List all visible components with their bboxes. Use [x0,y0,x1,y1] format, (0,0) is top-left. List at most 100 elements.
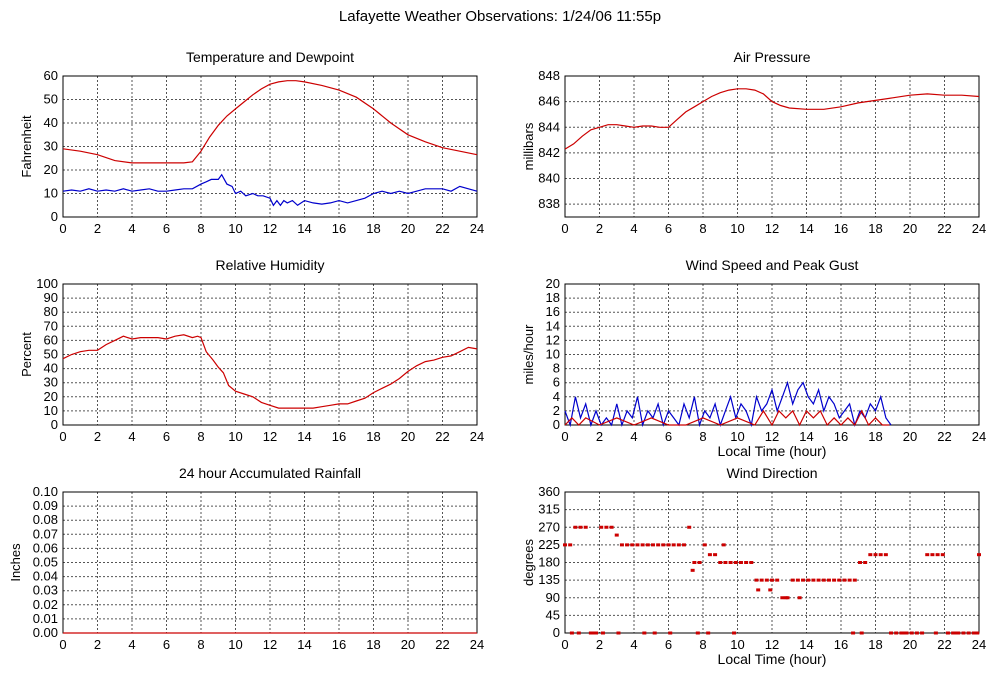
x-tick-label: 12 [765,637,779,652]
y-tick-label: 70 [44,318,58,333]
data-point [961,631,966,635]
data-point [954,631,959,635]
x-tick-label: 14 [297,429,311,444]
y-tick-label: 6 [553,375,560,390]
x-tick-label: 6 [163,429,170,444]
data-point [695,631,700,635]
data-point [759,578,764,582]
data-point [945,631,950,635]
data-point [806,578,811,582]
data-point [770,578,774,582]
pressure-y-axis-label: millibars [521,122,536,170]
x-tick-label: 10 [730,221,744,236]
data-point [738,561,743,564]
direction-y-axis-label: degrees [521,539,536,586]
x-tick-label: 0 [59,429,66,444]
y-tick-label: 0.07 [33,526,58,541]
x-tick-label: 18 [868,637,882,652]
y-tick-label: 8 [553,361,560,376]
y-tick-label: 10 [44,186,58,201]
x-tick-label: 0 [59,221,66,236]
data-point [671,543,676,547]
data-point [851,631,856,635]
humidity-plot-frame [62,283,478,426]
x-tick-label: 2 [596,429,603,444]
x-tick-label: 18 [366,637,380,652]
x-tick-label: 8 [699,637,706,652]
x-tick-label: 2 [596,637,603,652]
y-tick-label: 0 [553,417,560,432]
data-point [852,578,857,582]
x-tick-label: 20 [903,429,917,444]
x-tick-label: 22 [435,637,449,652]
data-point [857,561,862,564]
x-tick-label: 22 [937,637,951,652]
y-tick-label: 18 [546,290,560,305]
temp-series-line-0 [62,80,478,164]
x-tick-label: 22 [435,429,449,444]
data-point [811,578,816,582]
data-point [630,543,635,547]
temp-title: Temperature and Dewpoint [186,49,354,65]
x-tick-label: 16 [332,637,346,652]
data-point [775,578,780,582]
data-point [676,543,681,547]
y-tick-label: 180 [538,555,560,570]
y-tick-label: 40 [44,361,58,376]
data-point [951,631,956,635]
x-tick-label: 12 [765,221,779,236]
data-point [801,578,806,582]
wind-y-axis-label: miles/hour [521,324,536,385]
y-tick-label: 135 [538,572,560,587]
data-point [935,553,940,557]
y-tick-label: 60 [44,68,58,83]
x-tick-label: 4 [128,637,135,652]
x-tick-label: 12 [765,429,779,444]
data-point [797,596,802,600]
x-tick-label: 8 [699,221,706,236]
data-point [859,631,864,635]
x-tick-label: 4 [630,637,637,652]
data-point [573,525,578,529]
y-tick-label: 842 [538,145,560,160]
x-tick-label: 16 [834,221,848,236]
data-point [723,561,728,564]
data-point [697,561,702,564]
x-tick-label: 12 [263,429,277,444]
data-point [909,631,914,635]
data-point [894,631,899,635]
data-point [847,578,852,582]
x-tick-label: 22 [435,221,449,236]
data-point [721,543,726,547]
direction-x-axis-label: Local Time (hour) [718,651,827,667]
x-tick-label: 24 [972,221,986,236]
data-point [563,543,567,547]
data-point [795,578,800,582]
y-tick-label: 0.00 [33,625,58,640]
x-tick-label: 10 [228,221,242,236]
humidity-series-line-0 [62,334,478,409]
data-point [754,578,759,582]
pressure-title: Air Pressure [733,49,810,65]
x-tick-label: 0 [59,637,66,652]
y-tick-label: 2 [553,403,560,418]
data-point [837,578,842,582]
data-point [707,553,712,557]
data-point [883,553,888,557]
x-tick-label: 2 [94,637,101,652]
data-point [568,543,573,547]
y-tick-label: 10 [44,403,58,418]
x-tick-label: 0 [561,429,568,444]
y-tick-label: 45 [546,607,560,622]
x-tick-label: 24 [470,637,484,652]
y-tick-label: 0.10 [33,484,58,499]
x-tick-label: 18 [868,429,882,444]
data-point [578,525,583,529]
data-point [635,543,640,547]
data-point [640,543,645,547]
y-tick-label: 16 [546,304,560,319]
y-tick-label: 315 [538,502,560,517]
